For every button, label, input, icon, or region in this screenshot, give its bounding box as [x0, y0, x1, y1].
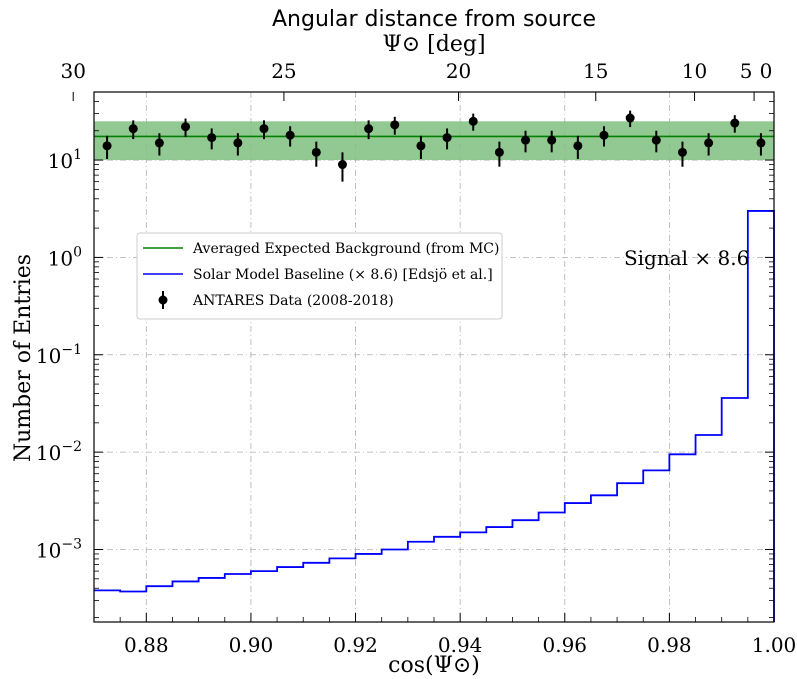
- data-point: [337, 160, 347, 170]
- y-tick-label: 100: [48, 244, 82, 270]
- axis-ticks: 0.88 0.90 0.92 0.94 0.96 0.98 1.00 30 25 20 15 10 5 0…: [36, 59, 796, 657]
- top-tick-label: 10: [682, 59, 707, 83]
- x-axis-title: cos(Ψ⊙): [388, 653, 480, 678]
- data-point: [625, 113, 635, 123]
- data-point: [207, 133, 217, 143]
- x-tick-label: 0.96: [543, 633, 588, 657]
- data-point: [547, 135, 557, 145]
- signal-histogram: [94, 210, 775, 622]
- data-point: [416, 141, 426, 151]
- y-tick-label: 101: [48, 147, 82, 173]
- y-axis-title: Number of Entries: [11, 254, 36, 462]
- top-tick-label: 20: [446, 59, 471, 83]
- data-point: [390, 120, 400, 130]
- data-point: [128, 124, 138, 134]
- data-point: [154, 138, 164, 148]
- signal-step-line: [94, 210, 775, 622]
- data-point: [521, 135, 531, 145]
- top-axis-unit: Ψ⊙ [deg]: [382, 32, 485, 57]
- x-tick-label: 0.98: [647, 633, 692, 657]
- data-point: [311, 147, 321, 157]
- legend-label-data: ANTARES Data (2008-2018): [192, 293, 394, 309]
- legend-swatch-data-marker: [158, 295, 168, 305]
- x-tick-label: 0.88: [124, 633, 169, 657]
- data-point: [651, 135, 661, 145]
- data-points: [102, 110, 766, 182]
- y-tick-label: 10−2: [36, 439, 82, 465]
- y-tick-label: 10−3: [36, 536, 82, 562]
- legend-box: [136, 232, 503, 320]
- data-point: [756, 138, 766, 148]
- data-point: [599, 130, 609, 140]
- top-tick-label: 0: [760, 59, 773, 83]
- data-point: [494, 147, 504, 157]
- background-uncertainty-band: [94, 121, 774, 161]
- data-point: [181, 122, 191, 132]
- top-tick-label: 30: [60, 59, 85, 83]
- data-point: [285, 130, 295, 140]
- data-point: [442, 133, 452, 143]
- top-tick-label: 15: [583, 59, 608, 83]
- data-point: [233, 138, 243, 148]
- data-point: [573, 141, 583, 151]
- top-tick-label: 25: [271, 59, 296, 83]
- y-tick-label: 10−1: [36, 342, 82, 368]
- background-band: [94, 121, 774, 161]
- data-point: [468, 116, 478, 126]
- legend-label-background: Averaged Expected Background (from MC): [192, 241, 499, 257]
- data-point: [259, 124, 269, 134]
- x-tick-label: 0.92: [333, 633, 378, 657]
- top-axis-title: Angular distance from source: [272, 7, 596, 32]
- x-tick-label: 0.94: [438, 633, 483, 657]
- data-point: [102, 141, 112, 151]
- x-tick-label: 0.90: [229, 633, 274, 657]
- x-tick-label: 1.00: [752, 633, 797, 657]
- data-point: [677, 147, 687, 157]
- signal-annotation: Signal × 8.6: [624, 246, 749, 270]
- data-point: [704, 138, 714, 148]
- data-point: [730, 118, 740, 128]
- data-point: [364, 124, 374, 134]
- legend-label-signal: Solar Model Baseline (× 8.6) [Edsjö et a…: [193, 267, 493, 283]
- top-tick-label: 5: [740, 59, 753, 83]
- legend: Averaged Expected Background (from MC) S…: [136, 232, 503, 320]
